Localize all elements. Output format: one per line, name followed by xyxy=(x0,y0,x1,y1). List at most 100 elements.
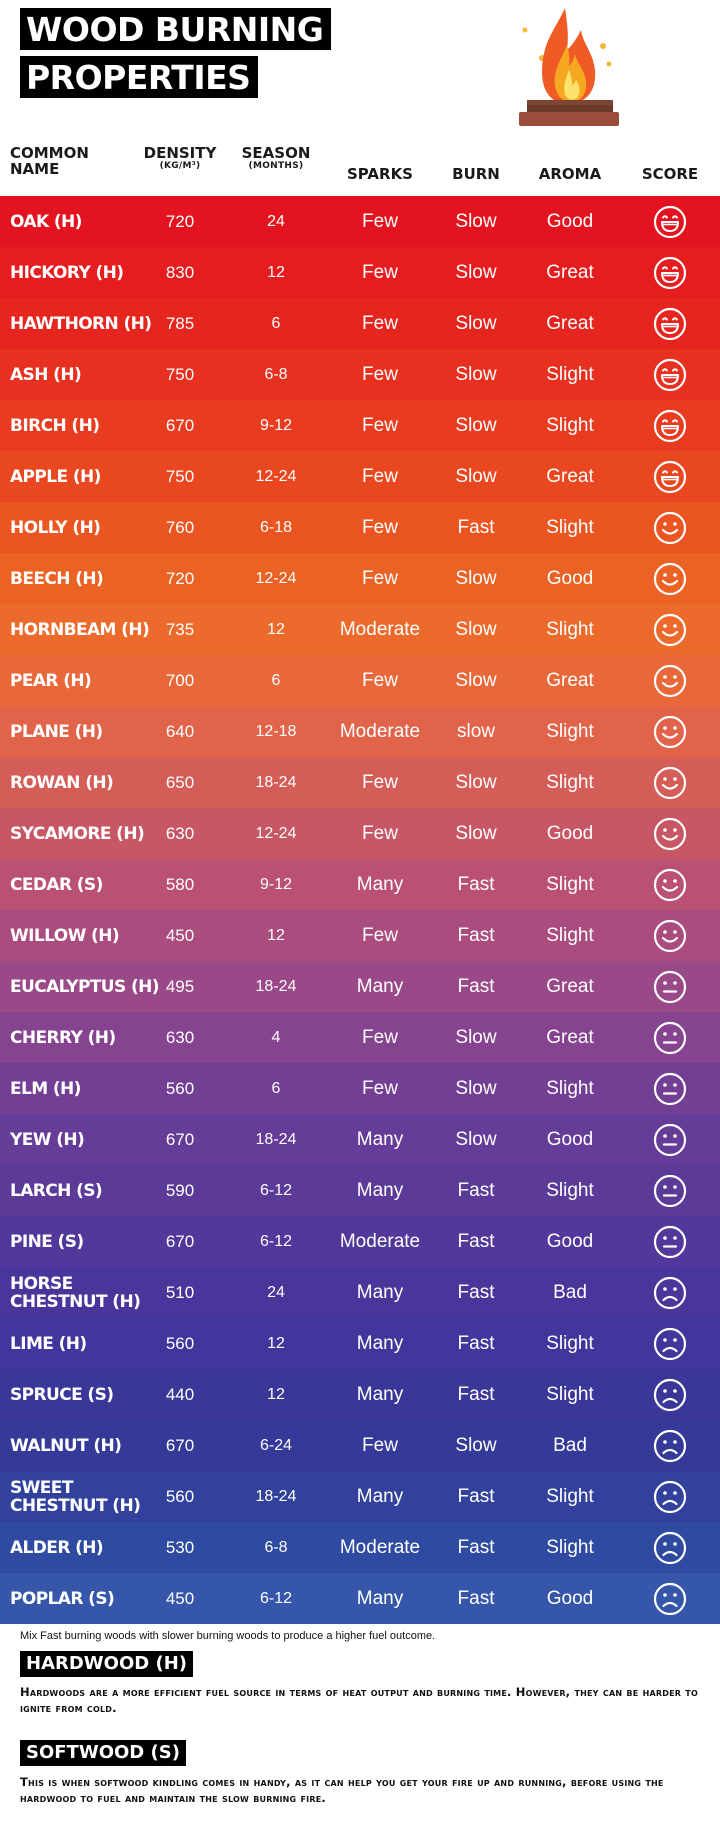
aroma-value: Good xyxy=(546,1587,594,1609)
sparks-value: Moderate xyxy=(339,1536,421,1558)
wood-name: HORSE CHESTNUT (H) xyxy=(10,1273,141,1312)
score-cell xyxy=(640,451,700,502)
table-row: WALNUT (H) 670 6-24 Few Slow Bad xyxy=(0,1420,720,1471)
burn-value: Fast xyxy=(457,1587,495,1609)
burn-value: Fast xyxy=(457,1332,495,1354)
wood-name: BIRCH (H) xyxy=(10,415,100,436)
burn-value: Slow xyxy=(455,1128,497,1150)
burn-value: Fast xyxy=(457,975,495,997)
smile-face-icon xyxy=(653,664,687,697)
smile-face-icon xyxy=(653,868,687,901)
table-row: HICKORY (H) 830 12 Few Slow Great xyxy=(0,247,720,298)
neutral-face-icon xyxy=(653,1225,687,1258)
smile-face-icon xyxy=(653,766,687,799)
table-row: HAWTHORN (H) 785 6 Few Slow Great xyxy=(0,298,720,349)
aroma-value: Good xyxy=(546,210,594,232)
aroma-value: Slight xyxy=(546,363,594,385)
wood-name: BEECH (H) xyxy=(10,568,104,589)
sparks-value: Few xyxy=(362,669,398,691)
aroma-value: Slight xyxy=(546,1179,594,1201)
neutral-face-icon xyxy=(653,1021,687,1054)
season-value: 6-18 xyxy=(259,518,293,536)
neutral-face-icon xyxy=(653,970,687,1003)
sparks-value: Few xyxy=(362,516,398,538)
season-value: 12-18 xyxy=(255,722,297,740)
density-value: 700 xyxy=(165,670,195,690)
season-value: 12 xyxy=(267,620,285,638)
wood-name: SWEET CHESTNUT (H) xyxy=(10,1477,141,1516)
density-value: 760 xyxy=(165,517,195,537)
density-value: 670 xyxy=(165,1231,195,1251)
sparks-value: Few xyxy=(362,1434,398,1456)
sparks-value: Few xyxy=(362,1026,398,1048)
wood-name: ELM (H) xyxy=(10,1078,81,1099)
header-aroma: AROMA xyxy=(538,165,602,183)
score-cell xyxy=(640,247,700,298)
season-value: 6-8 xyxy=(264,1538,288,1556)
season-value: 6 xyxy=(271,671,281,689)
hardwood-description: Hardwoods are a more efficient fuel sour… xyxy=(20,1685,698,1715)
aroma-value: Slight xyxy=(546,771,594,793)
density-value: 560 xyxy=(165,1486,195,1506)
sad-face-icon xyxy=(653,1429,687,1462)
season-value: 6-12 xyxy=(259,1181,293,1199)
wood-name: HOLLY (H) xyxy=(10,517,101,538)
sparks-value: Few xyxy=(362,363,398,385)
season-value: 9-12 xyxy=(259,416,293,434)
table-row: SYCAMORE (H) 630 12-24 Few Slow Good xyxy=(0,808,720,859)
aroma-value: Slight xyxy=(546,924,594,946)
season-value: 18-24 xyxy=(255,977,297,995)
smile-face-icon xyxy=(653,562,687,595)
density-value: 720 xyxy=(165,211,195,231)
score-cell xyxy=(640,1267,700,1318)
aroma-value: Great xyxy=(546,312,594,334)
burn-value: Fast xyxy=(457,516,495,538)
score-cell xyxy=(640,655,700,706)
aroma-value: Slight xyxy=(546,1485,594,1507)
sparks-value: Few xyxy=(362,924,398,946)
season-value: 24 xyxy=(267,1283,285,1301)
wood-name: LIME (H) xyxy=(10,1333,87,1354)
sparks-value: Many xyxy=(356,1332,404,1354)
score-cell xyxy=(640,1318,700,1369)
score-cell xyxy=(640,400,700,451)
sparks-value: Few xyxy=(362,822,398,844)
table-row: HORSE CHESTNUT (H) 510 24 Many Fast Bad xyxy=(0,1267,720,1318)
table-row: CHERRY (H) 630 4 Few Slow Great xyxy=(0,1012,720,1063)
density-value: 750 xyxy=(165,466,195,486)
sparks-value: Many xyxy=(356,1587,404,1609)
neutral-face-icon xyxy=(653,1174,687,1207)
density-value: 450 xyxy=(165,925,195,945)
laughing-face-icon xyxy=(653,205,687,238)
density-value: 720 xyxy=(165,568,195,588)
wood-name: APPLE (H) xyxy=(10,466,101,487)
aroma-value: Slight xyxy=(546,414,594,436)
laughing-face-icon xyxy=(653,409,687,442)
density-value: 450 xyxy=(165,1588,195,1608)
table-row: WILLOW (H) 450 12 Few Fast Slight xyxy=(0,910,720,961)
wood-name: ALDER (H) xyxy=(10,1537,104,1558)
score-cell xyxy=(640,553,700,604)
season-value: 12 xyxy=(267,1334,285,1352)
season-value: 4 xyxy=(271,1028,281,1046)
aroma-value: Good xyxy=(546,1230,594,1252)
sad-face-icon xyxy=(653,1327,687,1360)
burn-value: Slow xyxy=(455,312,497,334)
smile-face-icon xyxy=(653,511,687,544)
season-value: 18-24 xyxy=(255,1487,297,1505)
score-cell xyxy=(640,1471,700,1522)
sparks-value: Many xyxy=(356,873,404,895)
neutral-face-icon xyxy=(653,1072,687,1105)
score-cell xyxy=(640,1012,700,1063)
density-value: 640 xyxy=(165,721,195,741)
burn-value: Slow xyxy=(455,669,497,691)
density-value: 560 xyxy=(165,1078,195,1098)
burn-value: Fast xyxy=(457,1536,495,1558)
sad-face-icon xyxy=(653,1276,687,1309)
sparks-value: Many xyxy=(356,1179,404,1201)
wood-name: PINE (S) xyxy=(10,1231,84,1252)
smile-face-icon xyxy=(653,919,687,952)
sparks-value: Few xyxy=(362,1077,398,1099)
header-sparks: SPARKS xyxy=(346,165,413,183)
aroma-value: Great xyxy=(546,1026,594,1048)
